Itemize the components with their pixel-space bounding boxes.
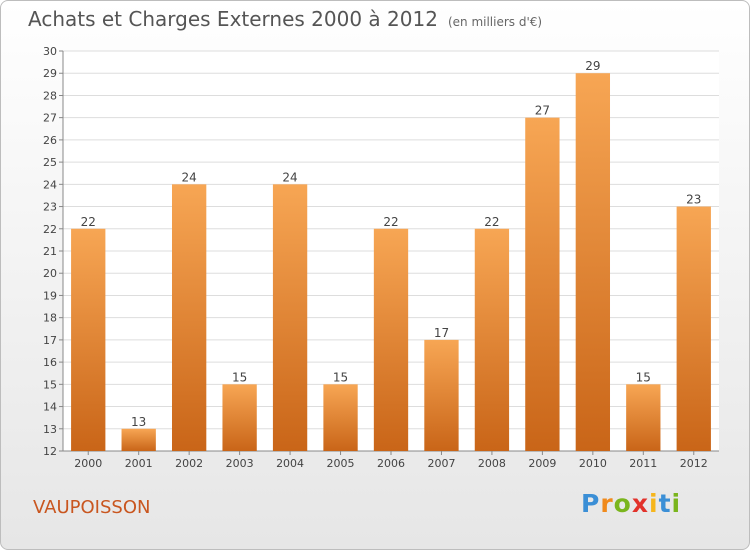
y-tick-label: 22 [43,223,57,236]
logo-letter: o [613,489,632,518]
data-label: 24 [282,170,297,184]
y-tick-label: 29 [43,67,57,80]
y-tick-label: 24 [43,178,57,191]
bar [71,228,106,451]
bar [474,228,510,451]
logo-letter: P [581,489,601,518]
data-label: 13 [131,415,146,429]
bar [424,339,459,451]
data-label: 23 [686,193,701,207]
data-label: 22 [484,215,499,229]
x-tick-label: 2012 [680,457,708,470]
x-tick-label: 2002 [175,457,203,470]
y-tick-label: 25 [43,156,57,169]
y-tick-label: 16 [43,356,57,369]
y-tick-label: 23 [43,201,57,214]
y-tick-label: 14 [43,401,57,414]
bar [525,117,560,452]
data-label: 29 [585,59,600,73]
y-tick-label: 30 [43,45,57,58]
bar [121,428,156,451]
x-tick-label: 2008 [478,457,506,470]
place-name: VAUPOISSON [33,497,151,518]
bar [222,384,257,451]
y-tick-label: 21 [43,245,57,258]
data-label: 17 [434,326,449,340]
logo-letter: i [649,489,659,518]
logo-letter: r [600,489,614,518]
x-tick-label: 2010 [579,457,607,470]
bar [171,184,207,452]
y-tick-label: 13 [43,423,57,436]
y-tick-label: 19 [43,289,57,302]
data-label: 22 [81,215,96,229]
x-tick-label: 2005 [327,457,355,470]
x-tick-label: 2006 [377,457,405,470]
y-tick-label: 28 [43,89,57,102]
y-tick-label: 27 [43,112,57,125]
logo-letter: t [658,489,672,518]
bar [626,384,661,451]
bar [323,384,358,451]
data-label: 15 [333,370,348,384]
logo-letter: x [631,489,649,518]
y-tick-label: 26 [43,134,57,147]
y-tick-label: 20 [43,267,57,280]
data-label: 15 [636,370,651,384]
logo-letter: i [671,489,682,518]
x-tick-label: 2001 [125,457,153,470]
data-label: 15 [232,370,247,384]
x-tick-label: 2004 [276,457,304,470]
y-tick-label: 18 [43,312,57,325]
x-tick-label: 2007 [427,457,455,470]
y-tick-label: 15 [43,378,57,391]
data-label: 22 [383,215,398,229]
data-label: 27 [535,104,550,118]
chart-title-text: Achats et Charges Externes 2000 à 2012 [28,7,438,31]
x-tick-label: 2011 [629,457,657,470]
proxiti-logo: Proxiti [581,489,681,518]
bar [373,228,409,451]
x-tick-label: 2000 [74,457,102,470]
y-tick-label: 12 [43,445,57,458]
bar [676,206,711,451]
chart-subtitle: (en milliers d'€) [447,15,543,29]
y-tick-label: 17 [43,334,57,347]
chart-title: Achats et Charges Externes 2000 à 2012 (e… [28,7,542,31]
x-tick-label: 2003 [226,457,254,470]
x-tick-label: 2009 [528,457,556,470]
data-label: 24 [182,170,197,184]
bar [575,73,611,451]
bar [272,184,308,452]
